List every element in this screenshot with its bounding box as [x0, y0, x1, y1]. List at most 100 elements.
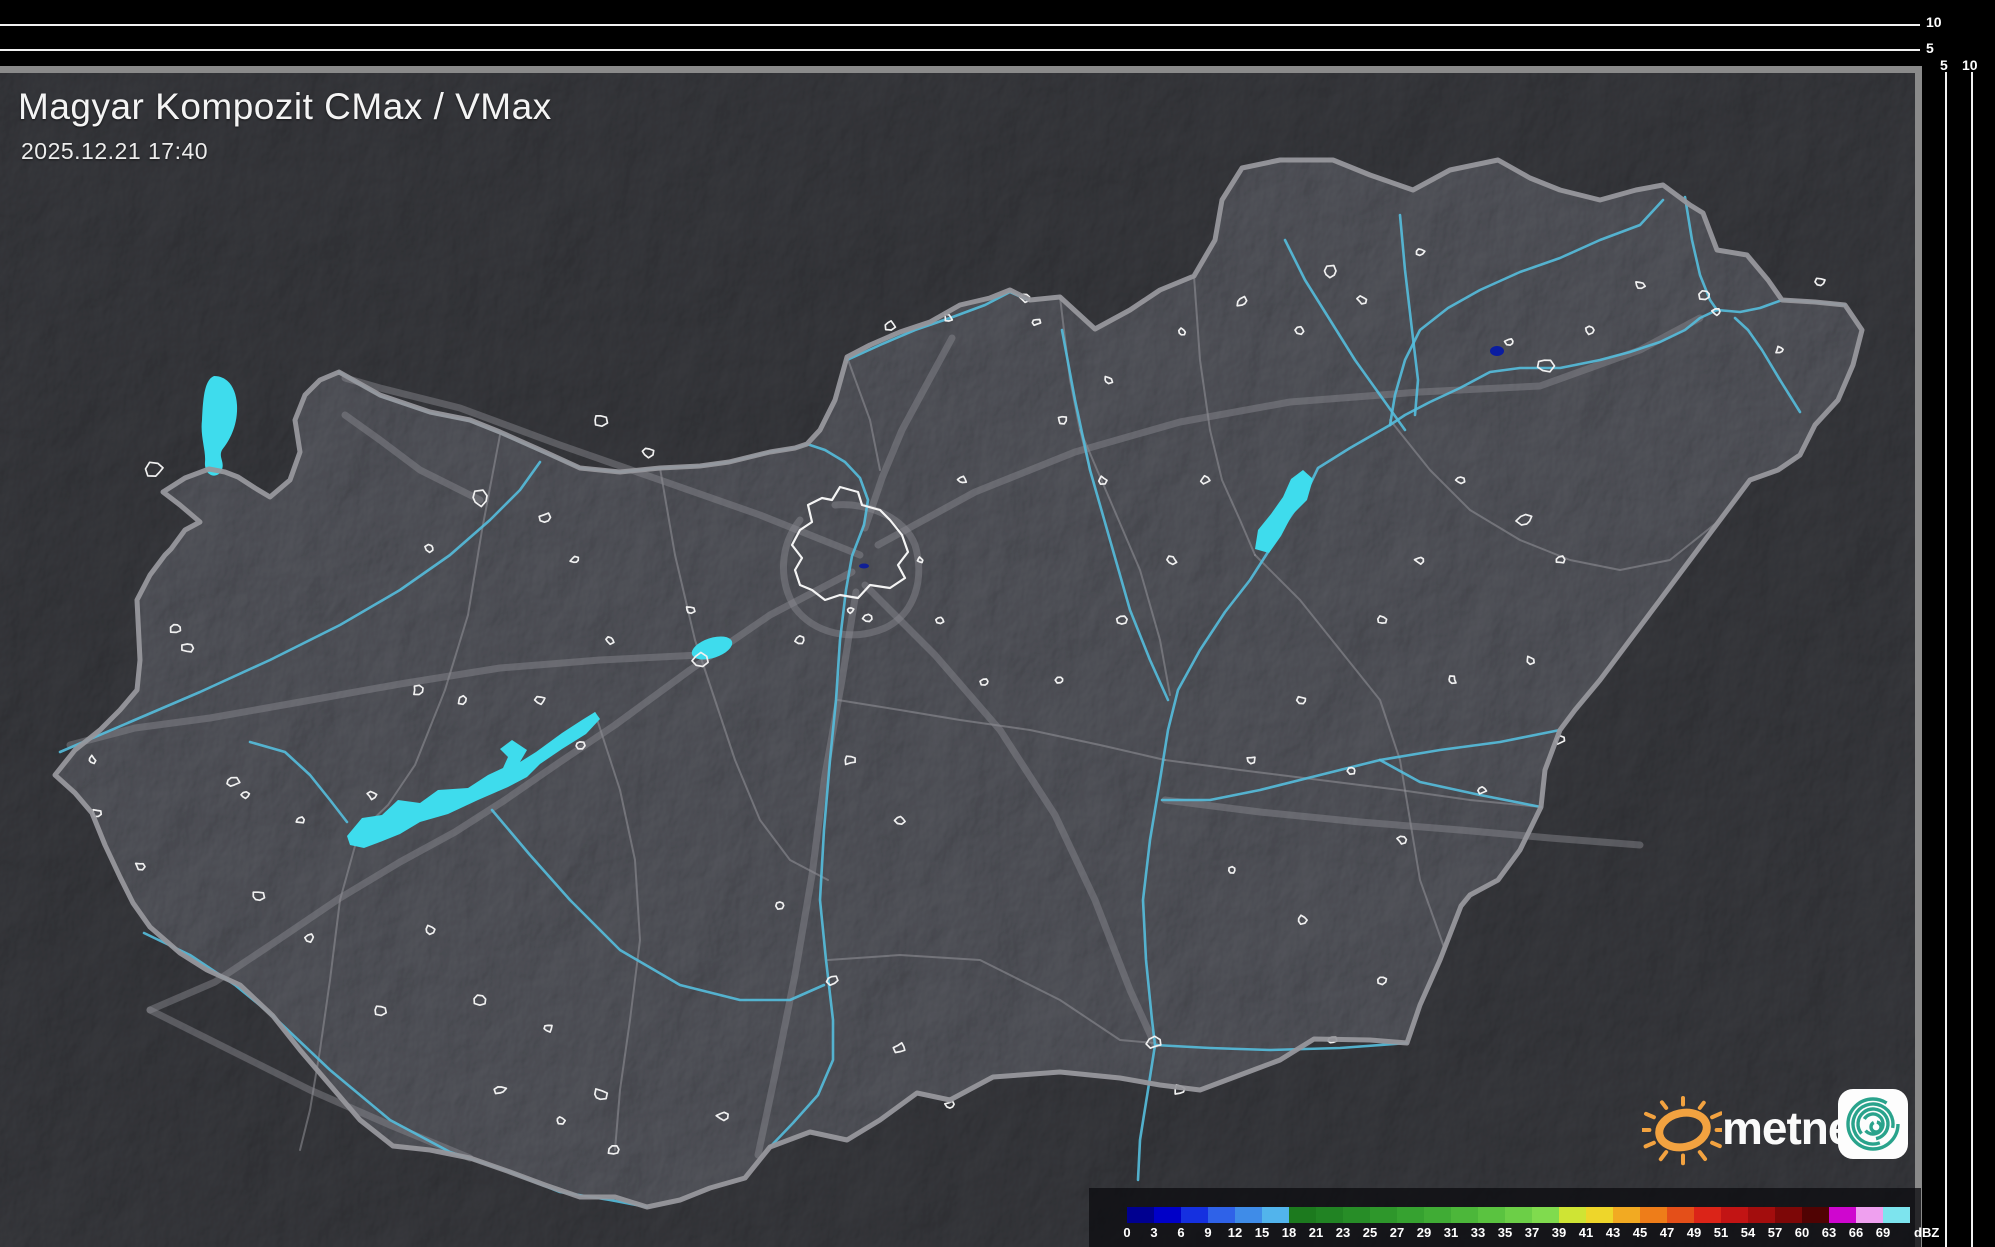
dbz-tick: 25 [1362, 1225, 1378, 1240]
dbz-segment [1667, 1207, 1694, 1223]
lake-tisza [1255, 470, 1313, 553]
dbz-segment [1856, 1207, 1883, 1223]
settlement-outline [424, 543, 434, 554]
dbz-tick: 66 [1848, 1225, 1864, 1240]
settlement-outline [593, 1088, 609, 1101]
settlement-outline [1814, 277, 1826, 287]
settlement-outline [240, 790, 251, 800]
sun-ray [1644, 1111, 1656, 1120]
settlement-outline [846, 607, 855, 615]
river-tisza [1136, 298, 1847, 1182]
page-title: Magyar Kompozit CMax / VMax [18, 86, 552, 127]
settlement-outline [1775, 345, 1784, 354]
dbz-tick: 35 [1497, 1225, 1513, 1240]
dbz-tick: 54 [1740, 1225, 1756, 1240]
dbz-tick: 18 [1281, 1225, 1297, 1240]
settlement-outline [892, 1041, 906, 1054]
settlement-outline [413, 684, 424, 696]
top-axis-tick-5: 5 [1926, 40, 1934, 56]
dbz-segment [1532, 1207, 1559, 1223]
outside-country-dim [0, 66, 1921, 1247]
spiral-icon [1846, 1097, 1900, 1151]
settlement-outline [1635, 281, 1647, 290]
settlement-outline [884, 320, 897, 331]
settlement-outline [374, 1005, 388, 1017]
settlement-outline [1584, 325, 1595, 336]
dbz-segment [1235, 1207, 1262, 1223]
dbz-tick: 9 [1204, 1225, 1212, 1240]
radar-echo [1490, 346, 1504, 356]
budapest-outline [790, 485, 910, 602]
settlement-outline [825, 975, 839, 987]
sun-ray [1710, 1111, 1722, 1120]
settlement-outline [252, 891, 266, 902]
settlement-outline [575, 741, 586, 750]
dbz-tick: 3 [1150, 1225, 1158, 1240]
dbz-segment [1451, 1207, 1478, 1223]
map-top-frame [0, 66, 1921, 73]
settlement-outline [685, 606, 696, 615]
dbz-tick: 6 [1177, 1225, 1185, 1240]
dbz-tick: 43 [1605, 1225, 1621, 1240]
dbz-segment [1640, 1207, 1667, 1223]
dbz-segment [1775, 1207, 1802, 1223]
dbz-tick: 31 [1443, 1225, 1459, 1240]
settlement-outline [1177, 327, 1187, 336]
settlement-outline [1515, 513, 1533, 526]
settlement-outline [1356, 295, 1368, 305]
dbz-segment [1505, 1207, 1532, 1223]
dbz-segment [1748, 1207, 1775, 1223]
settlement-outline [181, 643, 195, 653]
settlement-outline [605, 635, 615, 646]
settlement-outline [1698, 289, 1711, 301]
sun-icon [1642, 1095, 1722, 1166]
dbz-segment [1208, 1207, 1235, 1223]
dbz-tick: 21 [1308, 1225, 1324, 1240]
lakes-layer [201, 376, 1313, 848]
metnet-logo: metnet [1642, 1085, 1917, 1167]
settlement-outline [1376, 976, 1388, 986]
county-borders-layer [299, 275, 1721, 1151]
settlement-outline [1031, 318, 1042, 327]
settlement-outline [1396, 835, 1408, 845]
dbz-segment [1802, 1207, 1829, 1223]
settlement-outline [861, 613, 873, 623]
settlement-outline [144, 461, 164, 477]
settlement-outline [844, 755, 856, 766]
settlement-outline [425, 924, 436, 936]
settlement-outline [1115, 615, 1128, 625]
settlement-outline [1323, 264, 1337, 279]
dbz-segment [1424, 1207, 1451, 1223]
settlement-outline [473, 994, 487, 1007]
dbz-segment [1316, 1207, 1343, 1223]
settlement-outline [1054, 676, 1064, 684]
settlement-outline [1227, 865, 1236, 874]
settlement-outline [1477, 785, 1488, 795]
right-projection-panel [1921, 0, 1995, 1247]
sun-ray [1697, 1150, 1708, 1162]
dbz-segment [1154, 1207, 1181, 1223]
dbz-segment [1559, 1207, 1586, 1223]
settlement-outline [1166, 555, 1178, 566]
lake-ferto [201, 376, 238, 476]
dbz-segment [1721, 1207, 1748, 1223]
settlement-outline [1376, 615, 1388, 624]
settlement-outline [1454, 476, 1466, 485]
settlement-outline [1297, 914, 1308, 926]
settlement-outline [366, 790, 378, 801]
sun-ray [1643, 1140, 1656, 1149]
dbz-segment [1181, 1207, 1208, 1223]
settlement-outline [943, 1100, 955, 1109]
settlement-outline [1295, 695, 1307, 705]
settlement-outline [169, 623, 182, 634]
dbz-tick: 29 [1416, 1225, 1432, 1240]
dbz-colorbar [1127, 1207, 1910, 1223]
settlement-outline [1710, 307, 1721, 317]
timestamp: 2025.12.21 17:40 [21, 138, 209, 164]
dbz-unit-label: dBZ [1914, 1225, 1940, 1240]
dbz-segment [1262, 1207, 1289, 1223]
roads-layer [66, 314, 1704, 1162]
settlement-outline [1246, 756, 1256, 765]
settlement-outline [226, 776, 241, 788]
